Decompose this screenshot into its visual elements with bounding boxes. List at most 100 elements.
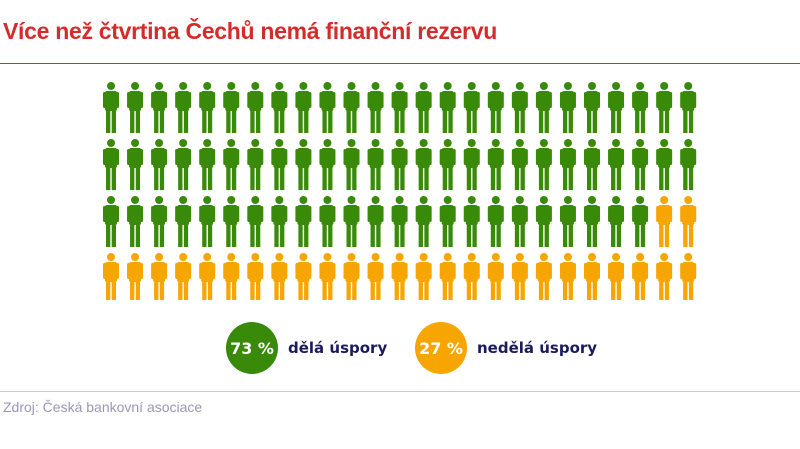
person-icon: [487, 82, 504, 133]
person-icon: [175, 139, 192, 190]
person-icon: [439, 139, 456, 190]
person-icon: [199, 253, 216, 300]
person-icon: [343, 196, 360, 247]
person-icon: [608, 253, 625, 300]
person-icon: [199, 139, 216, 190]
legend-label-not-saves: nedělá úspory: [477, 339, 598, 357]
person-icon: [511, 82, 528, 133]
person-icon: [199, 82, 216, 133]
person-icon: [535, 253, 552, 300]
person-icon: [127, 196, 144, 247]
person-icon: [632, 82, 649, 133]
person-icon: [247, 139, 264, 190]
person-icon: [367, 82, 384, 133]
person-icon: [463, 196, 480, 247]
person-icon: [319, 196, 336, 247]
person-icon: [439, 253, 456, 300]
person-icon: [511, 139, 528, 190]
pictogram-grid: [103, 82, 697, 300]
person-icon: [415, 139, 432, 190]
person-icon: [343, 82, 360, 133]
person-icon: [680, 253, 697, 300]
person-icon: [295, 253, 312, 300]
person-icon: [463, 253, 480, 300]
person-icon: [223, 196, 240, 247]
person-icon: [584, 139, 600, 190]
person-icon: [680, 82, 697, 133]
person-icon: [632, 139, 649, 190]
person-icon: [175, 253, 192, 300]
person-icon: [295, 82, 312, 133]
person-icon: [608, 139, 625, 190]
person-icon: [247, 82, 264, 133]
person-icon: [199, 196, 216, 247]
person-icon: [103, 253, 119, 300]
person-icon: [415, 253, 432, 300]
legend-circle-saves: 73 %: [226, 322, 278, 374]
person-icon: [175, 196, 192, 247]
legend-circle-not-saves: 27 %: [415, 322, 467, 374]
person-icon: [391, 82, 408, 133]
person-icon: [103, 196, 119, 247]
person-icon: [367, 139, 384, 190]
person-icon: [559, 82, 576, 133]
person-icon: [535, 196, 552, 247]
person-icon: [103, 82, 119, 133]
person-icon: [271, 139, 288, 190]
person-icon: [151, 139, 168, 190]
person-icon: [535, 139, 552, 190]
person-icon: [511, 196, 528, 247]
person-icon: [632, 196, 649, 247]
person-icon: [127, 82, 144, 133]
person-icon: [487, 196, 504, 247]
legend-label-saves: dělá úspory: [288, 339, 388, 357]
person-icon: [247, 253, 264, 300]
person-icon: [656, 139, 673, 190]
person-icon: [175, 82, 192, 133]
person-icon: [584, 196, 600, 247]
person-icon: [127, 139, 144, 190]
person-icon: [391, 196, 408, 247]
person-icon: [223, 253, 240, 300]
person-icon: [511, 253, 528, 300]
person-icon: [463, 82, 480, 133]
person-icon: [127, 253, 144, 300]
person-icon: [656, 82, 673, 133]
person-icon: [223, 139, 240, 190]
person-icon: [271, 253, 288, 300]
footer-divider: [0, 391, 800, 392]
source-note: Zdroj: Česká bankovní asociace: [3, 399, 203, 415]
person-icon: [103, 139, 119, 190]
person-icon: [343, 139, 360, 190]
person-icon: [463, 139, 480, 190]
person-icon: [319, 82, 336, 133]
person-icon: [223, 82, 240, 133]
chart-title: Více než čtvrtina Čechů nemá finanční re…: [3, 18, 497, 44]
person-icon: [439, 196, 456, 247]
title-rule: [0, 63, 800, 64]
person-icon: [608, 196, 625, 247]
legend-item-not-saves: 27 % nedělá úspory: [415, 322, 597, 374]
person-icon: [319, 253, 336, 300]
person-icon: [295, 139, 312, 190]
legend-item-saves: 73 % dělá úspory: [226, 322, 387, 374]
person-icon: [608, 82, 625, 133]
person-icon: [584, 253, 600, 300]
person-icon: [559, 196, 576, 247]
person-icon: [680, 139, 697, 190]
person-icon: [487, 253, 504, 300]
person-icon: [247, 196, 264, 247]
person-icon: [487, 139, 504, 190]
person-icon: [535, 82, 552, 133]
person-icon: [415, 82, 432, 133]
person-icon: [151, 253, 168, 300]
person-icon: [680, 196, 697, 247]
person-icon: [439, 82, 456, 133]
person-icon: [415, 196, 432, 247]
person-icon: [343, 253, 360, 300]
person-icon: [319, 139, 336, 190]
person-icon: [295, 196, 312, 247]
person-icon: [632, 253, 649, 300]
person-icon: [151, 196, 168, 247]
person-icon: [151, 82, 168, 133]
